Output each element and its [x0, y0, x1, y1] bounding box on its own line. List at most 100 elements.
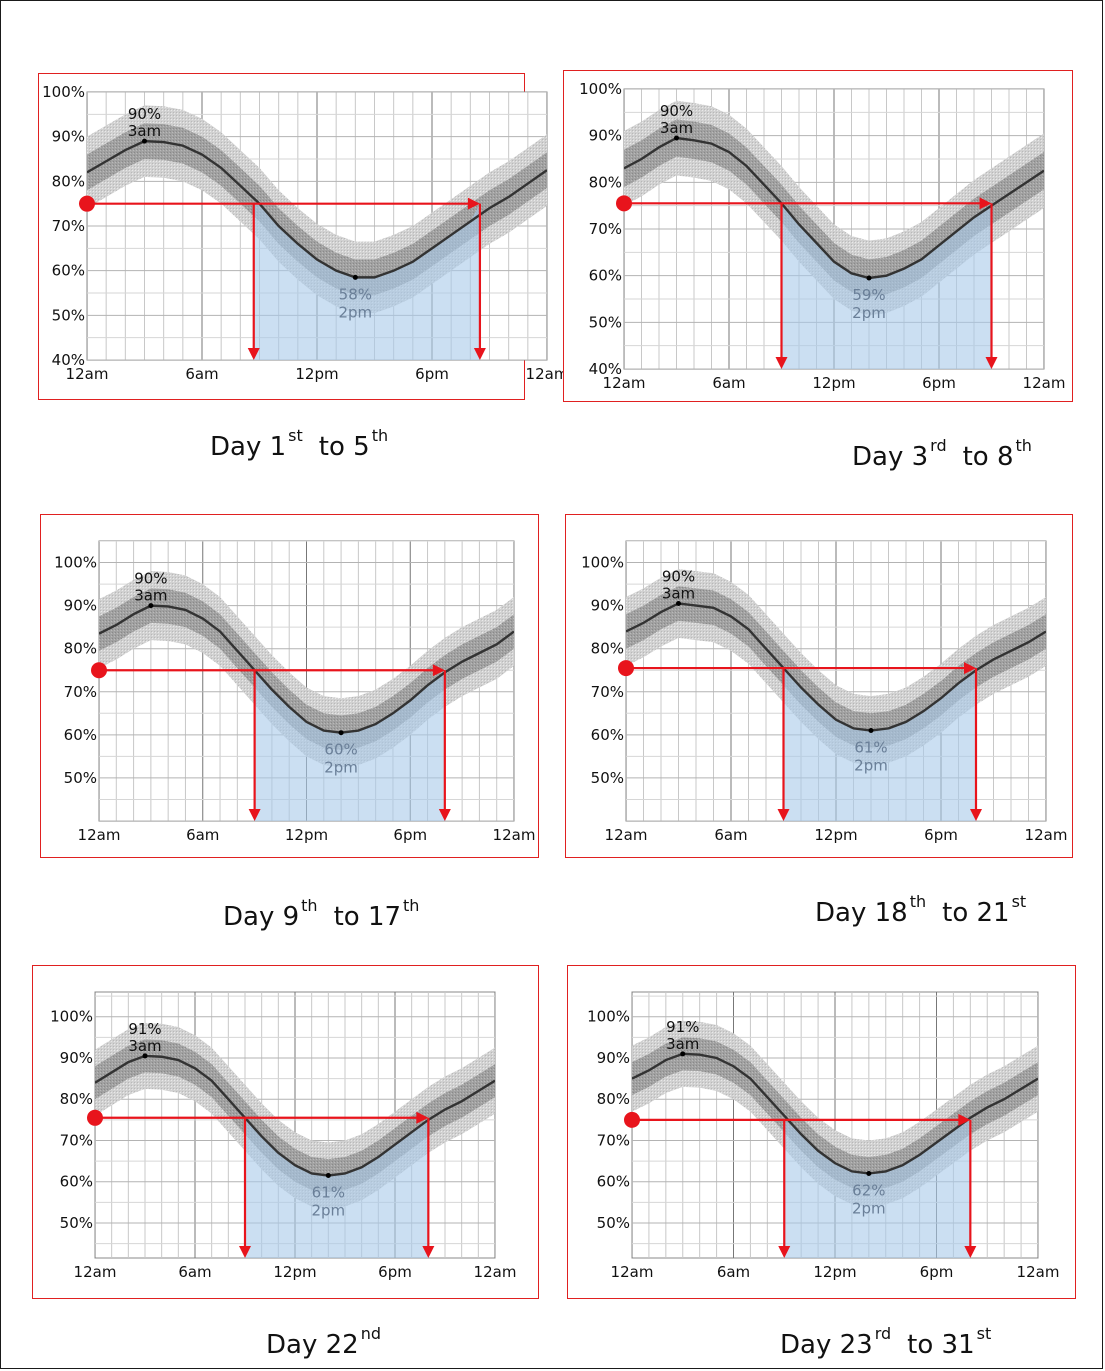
trough-time-label: 2pm [324, 759, 358, 777]
x-tick-label: 6pm [415, 365, 449, 383]
caption-ordinal: st [1011, 892, 1027, 911]
x-tick-label: 6pm [924, 826, 958, 844]
x-tick-label: 12am [474, 1263, 517, 1281]
median-humidity-line [624, 136, 1044, 280]
x-tick-label: 12am [493, 826, 536, 844]
y-tick-label: 50% [589, 313, 622, 331]
y-tick-label: 90% [64, 597, 97, 615]
caption-ordinal: nd [360, 1324, 381, 1343]
trough-value-label: 58% [339, 285, 372, 303]
chart-panel-day-22: 100% 90% 80% 70% 60% 50% 12am 6am 12pm 6pm 12am 91%… [32, 965, 539, 1299]
y-tick-label: 80% [60, 1090, 93, 1108]
peak-value-label: 91% [128, 1020, 161, 1038]
peak-marker [142, 138, 147, 144]
peak-value-label: 90% [660, 102, 693, 120]
peak-time-label: 3am [128, 122, 161, 140]
caption-range-end: to 21 [942, 898, 1010, 928]
peak-time-label: 3am [134, 587, 167, 605]
y-tick-label: 90% [591, 597, 624, 615]
caption-ordinal: th [909, 892, 927, 911]
threshold-start-dot [87, 1109, 103, 1126]
y-tick-label: 100% [579, 80, 622, 98]
x-tick-label: 6am [717, 1263, 750, 1281]
below-threshold-fill [784, 1119, 971, 1258]
end-drop-arrow-head [473, 348, 486, 360]
humidity-chart: 100% 90% 80% 70% 60% 50% 12am 6am 12pm 6pm 12am 90%… [54, 540, 536, 844]
x-tick-label: 12am [605, 826, 648, 844]
humidity-chart: 100% 90% 80% 70% 60% 50% 12am 6am 12pm 6pm 12am 91%… [587, 991, 1060, 1281]
peak-marker [142, 1053, 148, 1059]
y-tick-label: 100% [50, 1008, 93, 1026]
peak-value-label: 91% [666, 1018, 699, 1036]
peak-marker [680, 1051, 686, 1057]
below-threshold-fill [783, 668, 976, 821]
caption-prefix: Day 3 [852, 442, 929, 472]
y-tick-label: 70% [591, 683, 624, 701]
peak-time-label: 3am [666, 1035, 699, 1053]
x-tick-label: 6am [185, 365, 218, 383]
caption-prefix: Day 18 [815, 898, 908, 928]
chart-panel-day-23-to-31: 100% 90% 80% 70% 60% 50% 12am 6am 12pm 6pm 12am 91%… [567, 965, 1076, 1299]
y-tick-label: 50% [64, 769, 97, 787]
y-tick-label: 60% [597, 1173, 630, 1191]
caption-range-end: to 31 [907, 1330, 975, 1360]
threshold-arrow-head [958, 1113, 971, 1126]
start-drop-arrow-head [239, 1246, 251, 1258]
y-tick-label: 40% [589, 360, 622, 378]
x-tick-label: 12am [603, 374, 646, 392]
threshold-arrow-head [467, 197, 480, 210]
below-threshold-fill [245, 1117, 429, 1258]
caption-prefix: Day 22 [266, 1330, 359, 1360]
caption-prefix: Day 23 [780, 1330, 873, 1360]
trough-marker [325, 1173, 331, 1179]
x-tick-label: 12am [1017, 1263, 1060, 1281]
caption-prefix: Day 1 [210, 432, 287, 462]
end-drop-arrow-head [422, 1246, 435, 1258]
caption-range-end: to 17 [333, 902, 402, 932]
y-tick-label: 70% [597, 1131, 630, 1149]
median-humidity-line [87, 139, 547, 279]
trough-marker [338, 730, 344, 736]
threshold-arrow-head [432, 664, 445, 677]
x-tick-label: 6am [714, 826, 747, 844]
below-threshold-fill [254, 670, 445, 821]
y-tick-label: 80% [597, 1090, 630, 1108]
caption-ordinal: th [403, 896, 420, 915]
y-tick-label: 60% [589, 267, 622, 285]
end-drop-arrow-head [985, 357, 998, 369]
start-drop-arrow-head [777, 809, 790, 821]
x-tick-label: 12pm [295, 365, 338, 383]
trough-time-label: 2pm [338, 303, 372, 321]
below-threshold-fill [253, 203, 480, 360]
trough-value-label: 60% [324, 741, 357, 759]
peak-value-label: 90% [662, 567, 695, 585]
trough-marker [866, 275, 872, 281]
chart-panel-day-18-to-21: 100% 90% 80% 70% 60% 50% 12am 6am 12pm 6pm 12am 90%… [565, 514, 1073, 858]
peak-value-label: 90% [128, 105, 161, 123]
threshold-arrow-head [416, 1111, 429, 1124]
y-tick-label: 60% [591, 726, 624, 744]
caption-prefix: Day 9 [223, 902, 300, 932]
x-tick-label: 6pm [378, 1263, 412, 1281]
y-tick-label: 90% [52, 128, 85, 146]
y-tick-label: 90% [597, 1049, 630, 1067]
y-tick-label: 100% [581, 554, 624, 572]
x-tick-label: 6am [178, 1263, 211, 1281]
y-tick-label: 40% [52, 351, 85, 369]
x-tick-label: 12pm [813, 1263, 856, 1281]
threshold-arrow-head [979, 197, 992, 210]
humidity-chart: 100%90%80%70%60%50%40%12am 6am 12pm 6pm 12am… [42, 83, 568, 383]
chart-panel-day-1-to-5: 100% 90% 80% 70% 60% 50% 40% 12am 6am 12pm 6pm 12am… [38, 73, 568, 400]
y-tick-label: 90% [60, 1049, 93, 1067]
trough-marker [866, 1170, 872, 1176]
x-tick-label: 12am [1025, 826, 1068, 844]
y-tick-label: 100% [42, 83, 85, 101]
trough-time-label: 2pm [854, 757, 888, 775]
caption-ordinal: th [301, 896, 318, 915]
humidity-chart: 100% 90% 80% 70% 60% 50% 12am 6am 12pm 6pm 12am 90%… [581, 540, 1068, 844]
end-drop-arrow-head [438, 809, 451, 821]
